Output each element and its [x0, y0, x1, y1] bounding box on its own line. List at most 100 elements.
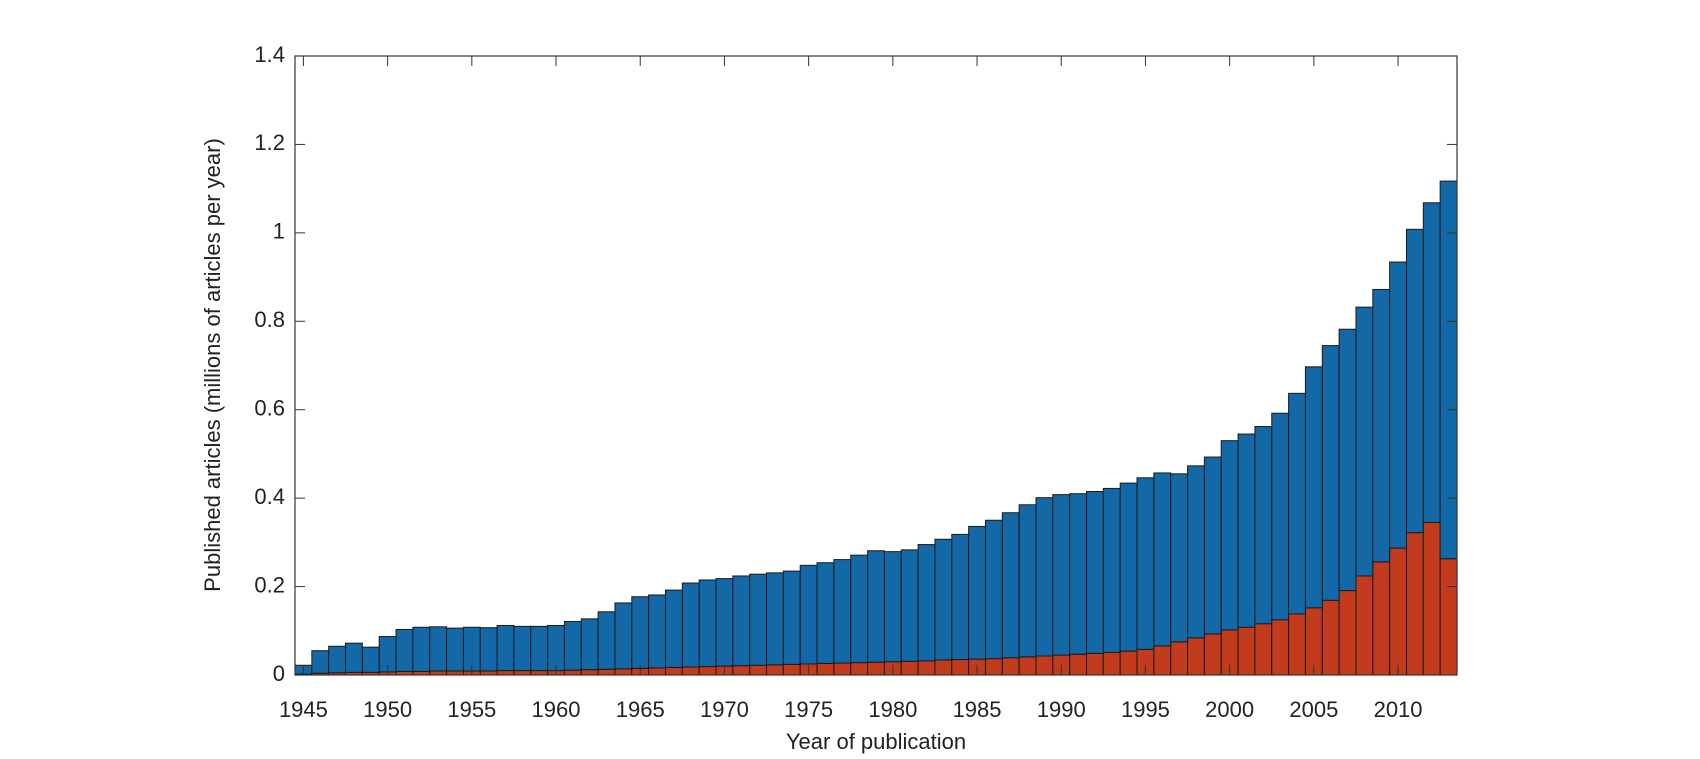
bar-segment [867, 661, 885, 676]
bar-segment [766, 664, 784, 676]
x-tick-label: 2010 [1374, 697, 1423, 722]
bar-segment [547, 624, 565, 672]
bar-segment [984, 658, 1003, 676]
bar-segment [1102, 651, 1121, 676]
bar-segment [698, 666, 717, 676]
x-tick-label: 2005 [1289, 697, 1338, 722]
bar-segment [580, 669, 599, 676]
y-tick-label: 0.6 [254, 396, 285, 421]
bar-segment [361, 646, 380, 673]
x-axis-label: Year of publication [786, 729, 966, 754]
bar-segment [1389, 547, 1407, 676]
x-tick-label: 1955 [447, 697, 496, 722]
bar-segment [816, 562, 835, 665]
bar-segment [563, 669, 582, 676]
bar-segment [833, 662, 852, 676]
bar-segment [951, 659, 970, 676]
bar-segment [782, 663, 801, 676]
bar-segment [1052, 494, 1071, 656]
bar-segment [1405, 228, 1424, 534]
bar-segment [1001, 512, 1020, 659]
y-tick-label: 0.2 [254, 572, 285, 597]
x-tick-label: 1990 [1037, 697, 1086, 722]
bar-segment [580, 618, 599, 671]
bar-segment [1187, 637, 1205, 676]
bar-segment [597, 611, 616, 670]
bar-segment [1035, 655, 1054, 676]
bar-segment [917, 544, 936, 662]
bar-segment [462, 626, 481, 672]
plot-frame [294, 55, 1458, 676]
bar-segment [648, 667, 666, 676]
bar-segment [1086, 491, 1104, 654]
bar-segment [1372, 561, 1391, 676]
bar-segment [1153, 472, 1172, 647]
bar-segment [496, 624, 515, 672]
bar-segment [1271, 412, 1290, 621]
x-tick-label: 2000 [1205, 697, 1254, 722]
bar-segment [715, 578, 734, 667]
bar-segment [1069, 493, 1088, 655]
bar-segment [1355, 575, 1374, 676]
bar-segment [1086, 652, 1104, 676]
bar-segment [1304, 607, 1323, 676]
bar-segment [681, 666, 700, 676]
bar-segment [1119, 482, 1138, 652]
bar-segment [749, 664, 768, 676]
bar-segment [395, 628, 414, 672]
x-tick-label: 1985 [953, 697, 1002, 722]
bar-segment [934, 659, 953, 676]
y-tick-label: 0.8 [254, 307, 285, 332]
bar-segment [530, 625, 549, 672]
bar-segment [1338, 590, 1357, 676]
bar-segment [1304, 366, 1323, 609]
bar-segment [1271, 619, 1290, 676]
bar-segment [732, 665, 751, 676]
bar-segment [1254, 623, 1273, 676]
bar-segment [900, 660, 919, 676]
bar-segment [1288, 392, 1306, 615]
bar-segment [1321, 345, 1340, 601]
x-tick-label: 1995 [1121, 697, 1170, 722]
x-tick-label: 1950 [363, 697, 412, 722]
bar-segment [917, 660, 936, 676]
bar-segment [1018, 504, 1037, 658]
bar-segment [1422, 202, 1441, 523]
bar-segment [513, 670, 532, 676]
x-tick-label: 1970 [700, 697, 749, 722]
bar-segment [1170, 473, 1189, 643]
bar-segment [867, 550, 885, 663]
bar-segment [934, 538, 953, 661]
bar-segment [563, 621, 582, 671]
bar-segment [664, 589, 683, 668]
bar-segment [345, 642, 363, 673]
bar-segment [883, 551, 902, 663]
bar-segment [1203, 633, 1222, 676]
bar-segment [1001, 657, 1020, 676]
bar-segment [968, 525, 986, 660]
bar-segment [1389, 261, 1407, 549]
bar-segment [1018, 656, 1037, 676]
bar-segment [664, 666, 683, 676]
bar-segment [530, 670, 549, 676]
x-tick-label: 1980 [868, 697, 917, 722]
bar-segment [1187, 465, 1205, 639]
bar-segment [1237, 433, 1256, 628]
bar-segment [1237, 626, 1256, 676]
bar-segment [1439, 180, 1458, 560]
bar-segment [681, 582, 700, 668]
bar-segment [1338, 328, 1357, 592]
bar-segment [1220, 440, 1239, 631]
bar-segment [614, 602, 633, 670]
bar-segment [1288, 613, 1306, 676]
x-tick-label: 1960 [532, 697, 581, 722]
bar-segment [1372, 288, 1391, 563]
bar-segment [1439, 558, 1458, 676]
y-tick-label: 1 [273, 219, 285, 244]
x-tick-label: 1975 [784, 697, 833, 722]
bar-segment [1422, 521, 1441, 676]
y-tick-label: 1.2 [254, 130, 285, 155]
bar-segment [1405, 532, 1424, 676]
bar-segment [951, 533, 970, 661]
